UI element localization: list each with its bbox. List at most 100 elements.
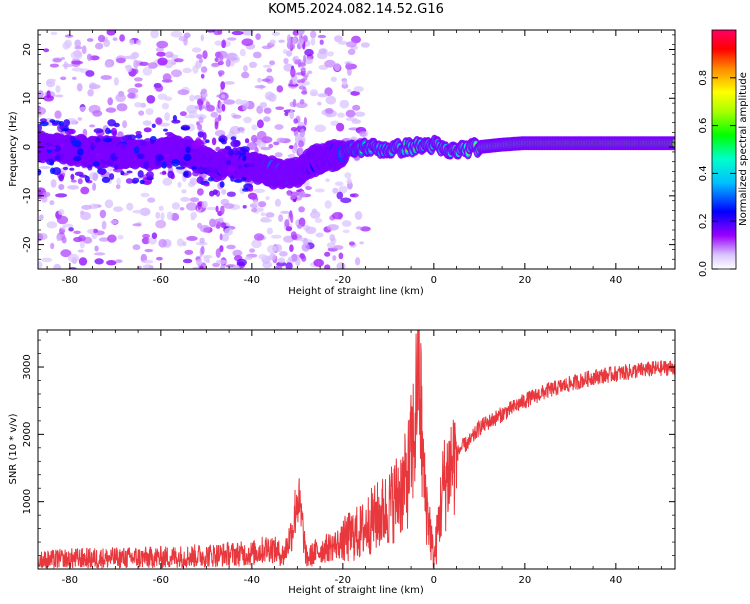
noise-blob bbox=[324, 251, 331, 257]
noise-blob bbox=[231, 30, 244, 36]
noise-blob bbox=[89, 124, 96, 128]
ridge-speckle bbox=[90, 142, 95, 151]
noise-blob bbox=[354, 257, 361, 266]
noise-blob bbox=[224, 55, 236, 60]
noise-blob bbox=[78, 257, 88, 266]
noise-streak bbox=[201, 200, 208, 209]
noise-blob bbox=[39, 166, 51, 169]
ridge-speckle bbox=[155, 154, 165, 162]
noise-blob bbox=[317, 34, 327, 39]
noise-blob bbox=[318, 48, 327, 54]
snr-y-axis-label: SNR (10 * v/v) bbox=[8, 413, 19, 484]
noise-blob bbox=[105, 107, 117, 113]
noise-blob bbox=[67, 185, 79, 190]
noise-blob bbox=[156, 256, 163, 261]
noise-blob bbox=[117, 234, 124, 240]
noise-blob bbox=[268, 143, 274, 149]
ridge-speckle bbox=[242, 155, 247, 162]
noise-blob bbox=[304, 48, 314, 57]
noise-blob bbox=[359, 131, 367, 137]
ridge-speckle bbox=[121, 135, 130, 141]
colorbar-label: Normalized spectral amplitude bbox=[738, 72, 749, 226]
noise-blob bbox=[145, 108, 154, 116]
ridge-speckle bbox=[170, 173, 175, 180]
noise-blob bbox=[191, 47, 202, 53]
noise-blob bbox=[112, 37, 118, 41]
noise-blob bbox=[260, 146, 272, 151]
noise-blob bbox=[284, 219, 290, 228]
noise-blob bbox=[162, 73, 172, 82]
noise-blob bbox=[251, 239, 262, 249]
spectrogram-y-tick-label: -20 bbox=[22, 236, 33, 252]
noise-blob bbox=[223, 203, 235, 209]
noise-blob bbox=[221, 233, 230, 242]
spectrogram-x-tick-label: -80 bbox=[62, 275, 78, 286]
noise-blob bbox=[125, 64, 133, 73]
noise-blob bbox=[332, 255, 337, 261]
noise-blob bbox=[52, 58, 62, 63]
noise-blob bbox=[100, 75, 112, 80]
ridge-speckle bbox=[119, 143, 127, 150]
noise-blob bbox=[92, 182, 97, 191]
noise-blob bbox=[157, 93, 168, 100]
noise-blob bbox=[355, 226, 363, 230]
ridge-speckle bbox=[204, 166, 215, 174]
spectrogram-x-tick-label: -60 bbox=[153, 275, 169, 286]
noise-blob bbox=[255, 33, 261, 40]
noise-streak bbox=[299, 253, 306, 260]
noise-streak bbox=[303, 54, 307, 64]
noise-blob bbox=[107, 234, 117, 243]
noise-blob bbox=[94, 245, 99, 252]
noise-blob bbox=[254, 85, 266, 89]
noise-streak bbox=[221, 103, 226, 112]
noise-blob bbox=[334, 62, 341, 72]
spectrogram-y-tick-label: -10 bbox=[22, 188, 33, 204]
ridge-speckle bbox=[109, 173, 115, 180]
noise-blob bbox=[284, 111, 289, 117]
snr-x-tick-label: -20 bbox=[335, 575, 351, 586]
ridge-speckle bbox=[246, 160, 252, 164]
noise-blob bbox=[275, 106, 285, 110]
noise-blob bbox=[60, 76, 67, 81]
noise-streak bbox=[297, 140, 304, 148]
noise-blob bbox=[206, 105, 216, 112]
noise-blob bbox=[232, 114, 242, 119]
noise-blob bbox=[53, 263, 62, 269]
noise-blob bbox=[70, 179, 77, 183]
noise-blob bbox=[253, 188, 266, 193]
ridge-speckle bbox=[227, 166, 236, 173]
noise-blob bbox=[64, 39, 72, 48]
ridge-speckle bbox=[126, 170, 133, 174]
noise-blob bbox=[276, 85, 284, 93]
ridge-speckle bbox=[114, 164, 119, 170]
ridge-speckle bbox=[203, 183, 210, 187]
noise-blob bbox=[332, 187, 339, 194]
noise-blob bbox=[77, 117, 83, 121]
noise-streak bbox=[285, 226, 293, 232]
ridge-speckle bbox=[133, 146, 140, 155]
ridge-speckle bbox=[224, 145, 232, 150]
noise-blob bbox=[138, 110, 145, 116]
noise-blob bbox=[346, 41, 357, 48]
noise-blob bbox=[269, 60, 276, 66]
noise-blob bbox=[173, 58, 184, 63]
noise-blob bbox=[271, 31, 281, 36]
noise-blob bbox=[337, 40, 348, 45]
noise-blob bbox=[350, 90, 360, 96]
noise-blob bbox=[117, 131, 124, 139]
noise-blob bbox=[126, 202, 134, 211]
noise-blob bbox=[256, 105, 264, 114]
ridge-speckle bbox=[189, 149, 198, 153]
ridge-speckle bbox=[139, 179, 145, 185]
ridge-speckle bbox=[51, 122, 59, 126]
noise-blob bbox=[360, 226, 371, 232]
noise-streak bbox=[300, 78, 306, 84]
noise-blob bbox=[342, 229, 350, 234]
noise-blob bbox=[171, 202, 180, 210]
noise-streak bbox=[301, 30, 305, 34]
noise-blob bbox=[344, 172, 352, 179]
noise-blob bbox=[285, 262, 293, 269]
ridge-speckle bbox=[112, 130, 117, 137]
ridge-speckle bbox=[175, 166, 185, 170]
ridge-speckle bbox=[162, 170, 167, 175]
